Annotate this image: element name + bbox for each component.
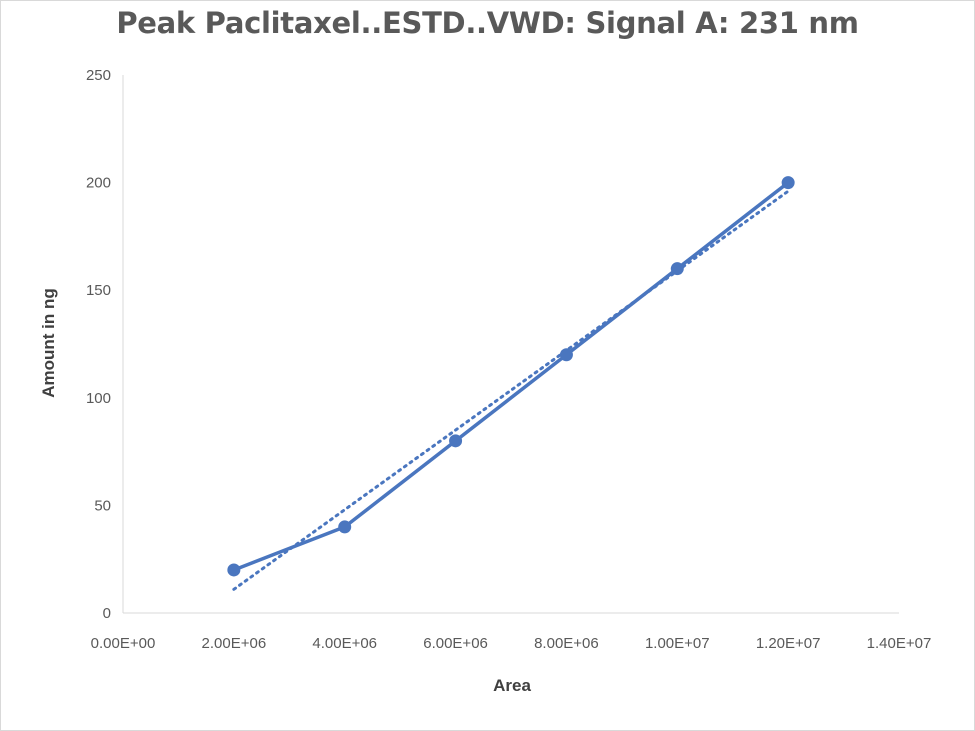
x-tick-label: 1.00E+07 [645, 635, 710, 652]
y-tick-label: 250 [86, 67, 111, 84]
y-tick-label: 200 [86, 175, 111, 192]
y-tick-label: 100 [86, 390, 111, 407]
x-axis-label: Area [493, 676, 531, 695]
data-point [449, 434, 463, 448]
series-line [233, 181, 790, 572]
x-tick-label: 0.00E+00 [91, 635, 156, 652]
data-point [670, 262, 684, 276]
trendline [232, 189, 790, 591]
x-tick-label: 8.00E+06 [534, 635, 599, 652]
x-tick-label: 2.00E+06 [202, 635, 267, 652]
y-tick-label: 50 [94, 497, 111, 514]
x-tick-label: 1.20E+07 [756, 635, 821, 652]
data-point [338, 520, 352, 534]
y-tick-label: 0 [103, 605, 111, 622]
x-tick-label: 1.40E+07 [867, 635, 932, 652]
data-point [781, 176, 795, 190]
y-tick-label: 150 [86, 282, 111, 299]
data-point [227, 563, 241, 577]
x-tick-label: 6.00E+06 [423, 635, 488, 652]
data-point [559, 348, 573, 362]
chart-title: Peak Paclitaxel..ESTD..VWD: Signal A: 23… [116, 6, 859, 40]
x-tick-label: 4.00E+06 [312, 635, 377, 652]
